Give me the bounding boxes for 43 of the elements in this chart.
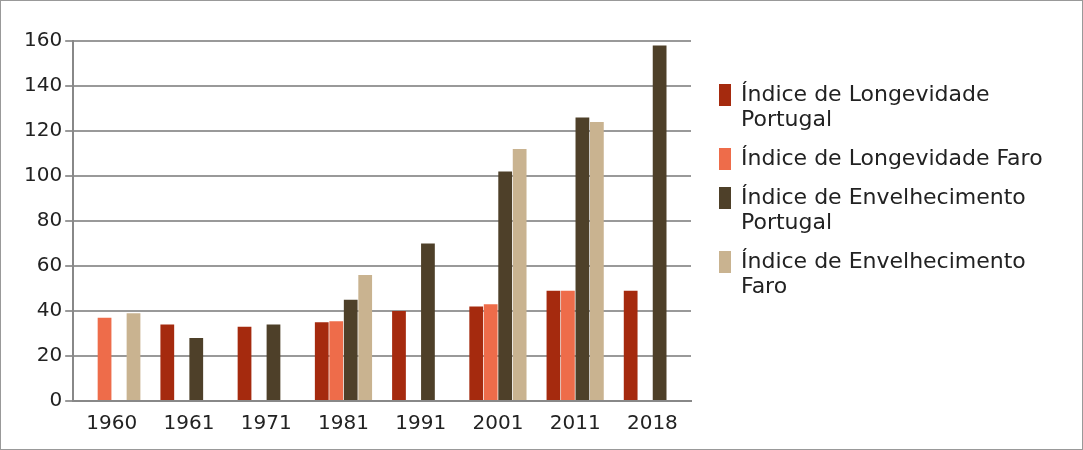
x-tick-label: 2018	[626, 410, 678, 435]
bar	[189, 338, 204, 400]
bar	[652, 45, 667, 400]
x-tick-label: 1971	[240, 410, 292, 435]
bar	[237, 326, 252, 400]
bar	[358, 275, 373, 400]
x-tick-label: 1961	[163, 410, 215, 435]
y-tick-label: 40	[36, 297, 63, 322]
bar	[512, 149, 527, 400]
bar	[329, 321, 344, 400]
bar	[314, 322, 329, 400]
legend-label: Índice de Longevidade Portugal	[741, 81, 991, 131]
bar	[469, 306, 484, 400]
legend-label: Índice de Envelhecimento Faro	[741, 248, 1027, 298]
bar	[343, 299, 358, 400]
bar	[421, 243, 435, 400]
bar	[498, 171, 513, 400]
bar	[483, 304, 498, 400]
bar	[126, 313, 141, 400]
y-tick-label: 60	[36, 252, 63, 277]
legend-label: Índice de Longevidade Faro	[741, 145, 1043, 170]
bar	[160, 324, 175, 400]
x-tick-label: 2001	[472, 410, 524, 435]
bar	[575, 117, 590, 400]
x-tick-label: 1981	[318, 410, 369, 435]
bar	[392, 311, 406, 400]
bar	[266, 324, 281, 400]
y-tick-label: 80	[36, 207, 63, 232]
x-tick-label: 1991	[395, 410, 447, 435]
bar	[97, 317, 112, 400]
bar	[590, 122, 604, 400]
y-tick-label: 0	[49, 387, 63, 412]
y-tick-label: 160	[23, 27, 63, 52]
x-tick-label: 1960	[86, 410, 138, 435]
legend-label: Índice de Envelhecimento Portugal	[741, 184, 1027, 234]
y-tick-label: 100	[23, 162, 63, 187]
y-tick-label: 20	[36, 342, 63, 367]
bar	[561, 290, 575, 400]
y-tick-label: 140	[23, 72, 63, 97]
y-tick-label: 120	[23, 117, 63, 142]
x-tick-label: 2011	[549, 410, 601, 435]
bar	[546, 290, 561, 400]
bar	[623, 290, 638, 400]
